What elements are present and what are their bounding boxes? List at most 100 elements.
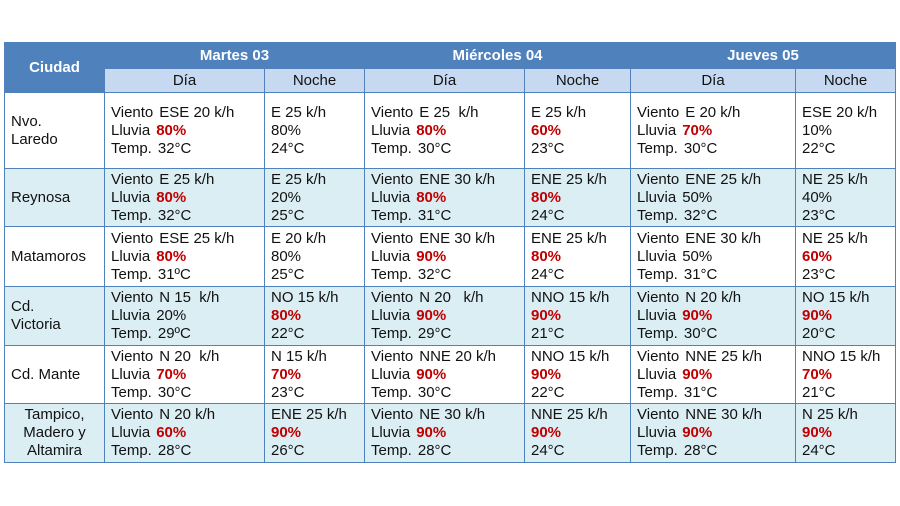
rain-line: Lluvia 80%: [371, 122, 518, 140]
temp-value: 20°C: [802, 325, 836, 342]
city-name: Cd.: [11, 298, 35, 315]
wind-line: ESE 20 k/h: [802, 104, 889, 122]
day-subheader: Día: [104, 68, 265, 93]
temp-value: 29°C: [417, 325, 452, 342]
day-cell: Viento ESE 25 k/h Lluvia 80% Temp. 31ºC: [104, 226, 265, 287]
wind-value: E 25 k/h: [531, 103, 587, 121]
temp-line: 24°C: [531, 207, 624, 225]
wind-line: N 15 k/h: [271, 348, 358, 366]
temp-line: 21°C: [531, 325, 624, 343]
temp-label: Temp.: [637, 383, 678, 401]
temp-value: 31ºC: [157, 265, 191, 283]
rain-label: Lluvia: [111, 424, 151, 441]
wind-value: ENE 30 k/h: [419, 170, 496, 188]
wind-value: E 25 k/h: [271, 170, 327, 188]
wind-line: Viento ESE 25 k/h: [111, 230, 258, 248]
rain-line: 90%: [531, 366, 624, 384]
temp-label: Temp.: [371, 383, 412, 401]
temp-label: Temp.: [111, 325, 152, 342]
rain-label: Lluvia: [637, 121, 677, 139]
temp-line: Temp. 30°C: [371, 384, 518, 402]
rain-label: Lluvia: [371, 307, 411, 324]
wind-label: Viento: [637, 103, 680, 121]
rain-line: 90%: [271, 424, 358, 442]
rain-value: 90%: [531, 365, 562, 383]
rain-label: Lluvia: [111, 365, 151, 383]
wind-line: Viento NNE 25 k/h: [637, 348, 789, 366]
temp-value: 23°C: [271, 383, 305, 401]
rain-value: 80%: [156, 247, 187, 265]
rain-value: 20%: [156, 307, 187, 324]
city-cell: Cd. Mante: [4, 345, 105, 404]
rain-value: 20%: [271, 188, 302, 206]
temp-line: 22°C: [271, 325, 358, 343]
city-row: Cd. Victoria Viento N 15 k/h Lluvia 20% Temp. 2…: [4, 286, 897, 346]
wind-line: Viento ENE 30 k/h: [637, 230, 789, 248]
day-cell: Viento ENE 25 k/h Lluvia 50% Temp. 32°C: [630, 168, 796, 227]
city-cell: Cd. Victoria: [4, 286, 105, 346]
city-row: Matamoros Viento ESE 25 k/h Lluvia 80% Temp. 3…: [4, 226, 897, 287]
wind-line: Viento ENE 30 k/h: [371, 171, 518, 189]
rain-value: 90%: [271, 424, 302, 441]
city-name: Victoria: [11, 316, 61, 333]
temp-value: 22°C: [531, 383, 565, 401]
wind-value: E 20 k/h: [685, 103, 741, 121]
city-name: Matamoros: [11, 247, 87, 265]
night-cell: ENE 25 k/h 80% 24°C: [524, 168, 631, 227]
weather-table: Ciudad Martes 03 Miércoles 04 Jueves 05 Día N…: [4, 42, 897, 463]
rain-label: Lluvia: [111, 121, 151, 139]
temp-value: 23°C: [802, 265, 836, 283]
day-cell: Viento NE 30 k/h Lluvia 90% Temp. 28°C: [364, 403, 525, 463]
temp-label: Temp.: [111, 383, 152, 401]
wind-label: Viento: [371, 170, 414, 188]
wind-line: E 25 k/h: [271, 104, 358, 122]
rain-line: Lluvia 50%: [637, 189, 789, 207]
city-name: Laredo: [11, 130, 58, 148]
temp-value: 31°C: [417, 206, 452, 224]
rain-line: 20%: [271, 189, 358, 207]
day-cell: Viento NNE 25 k/h Lluvia 90% Temp. 31°C: [630, 345, 796, 404]
wind-line: NE 25 k/h: [802, 230, 889, 248]
wind-value: ENE 25 k/h: [271, 406, 347, 423]
wind-value: NNO 15 k/h: [531, 347, 610, 365]
rain-line: 70%: [271, 366, 358, 384]
wind-line: Viento ESE 20 k/h: [111, 104, 258, 122]
wind-label: Viento: [111, 170, 154, 188]
city-name: Cd. Mante: [11, 365, 81, 383]
wind-value: ESE 20 k/h: [802, 103, 878, 121]
rain-value: 70%: [156, 365, 187, 383]
rain-line: 80%: [271, 248, 358, 266]
temp-line: Temp. 28°C: [111, 442, 258, 460]
temp-label: Temp.: [371, 139, 412, 157]
rain-value: 90%: [802, 307, 833, 324]
night-cell: ENE 25 k/h 80% 24°C: [524, 226, 631, 287]
rain-label: Lluvia: [637, 188, 677, 206]
night-cell: NE 25 k/h 40% 23°C: [794, 168, 897, 227]
night-cell: NE 25 k/h 60% 23°C: [794, 226, 897, 287]
day-cell: Viento ENE 30 k/h Lluvia 50% Temp. 31°C: [630, 226, 796, 287]
wind-line: Viento N 20 k/h: [371, 289, 518, 307]
rain-line: Lluvia 50%: [637, 248, 789, 266]
temp-value: 30°C: [683, 325, 718, 342]
rain-label: Lluvia: [637, 365, 677, 383]
temp-label: Temp.: [371, 325, 412, 342]
subheader-row: Día Noche Día Noche Día Noche: [5, 68, 897, 93]
city-row: Tampico, Madero y Altamira Viento N 20 k/h Ll…: [4, 403, 897, 463]
temp-value: 28°C: [683, 442, 718, 459]
temp-value: 31°C: [683, 265, 718, 283]
rain-label: Lluvia: [371, 247, 411, 265]
rain-line: Lluvia 80%: [111, 248, 258, 266]
wind-value: N 15 k/h: [271, 347, 327, 365]
wind-value: N 15 k/h: [159, 289, 220, 306]
night-subheader: Noche: [524, 68, 631, 93]
rain-line: Lluvia 90%: [637, 307, 789, 325]
rain-label: Lluvia: [637, 247, 677, 265]
city-cell: Reynosa: [4, 168, 105, 227]
temp-value: 24°C: [531, 265, 565, 283]
rain-value: 70%: [802, 365, 833, 383]
rain-line: 10%: [802, 122, 889, 140]
temp-line: Temp. 30°C: [371, 140, 518, 158]
temp-value: 22°C: [271, 325, 305, 342]
rain-value: 60%: [531, 121, 562, 139]
city-cell: Matamoros: [4, 226, 105, 287]
